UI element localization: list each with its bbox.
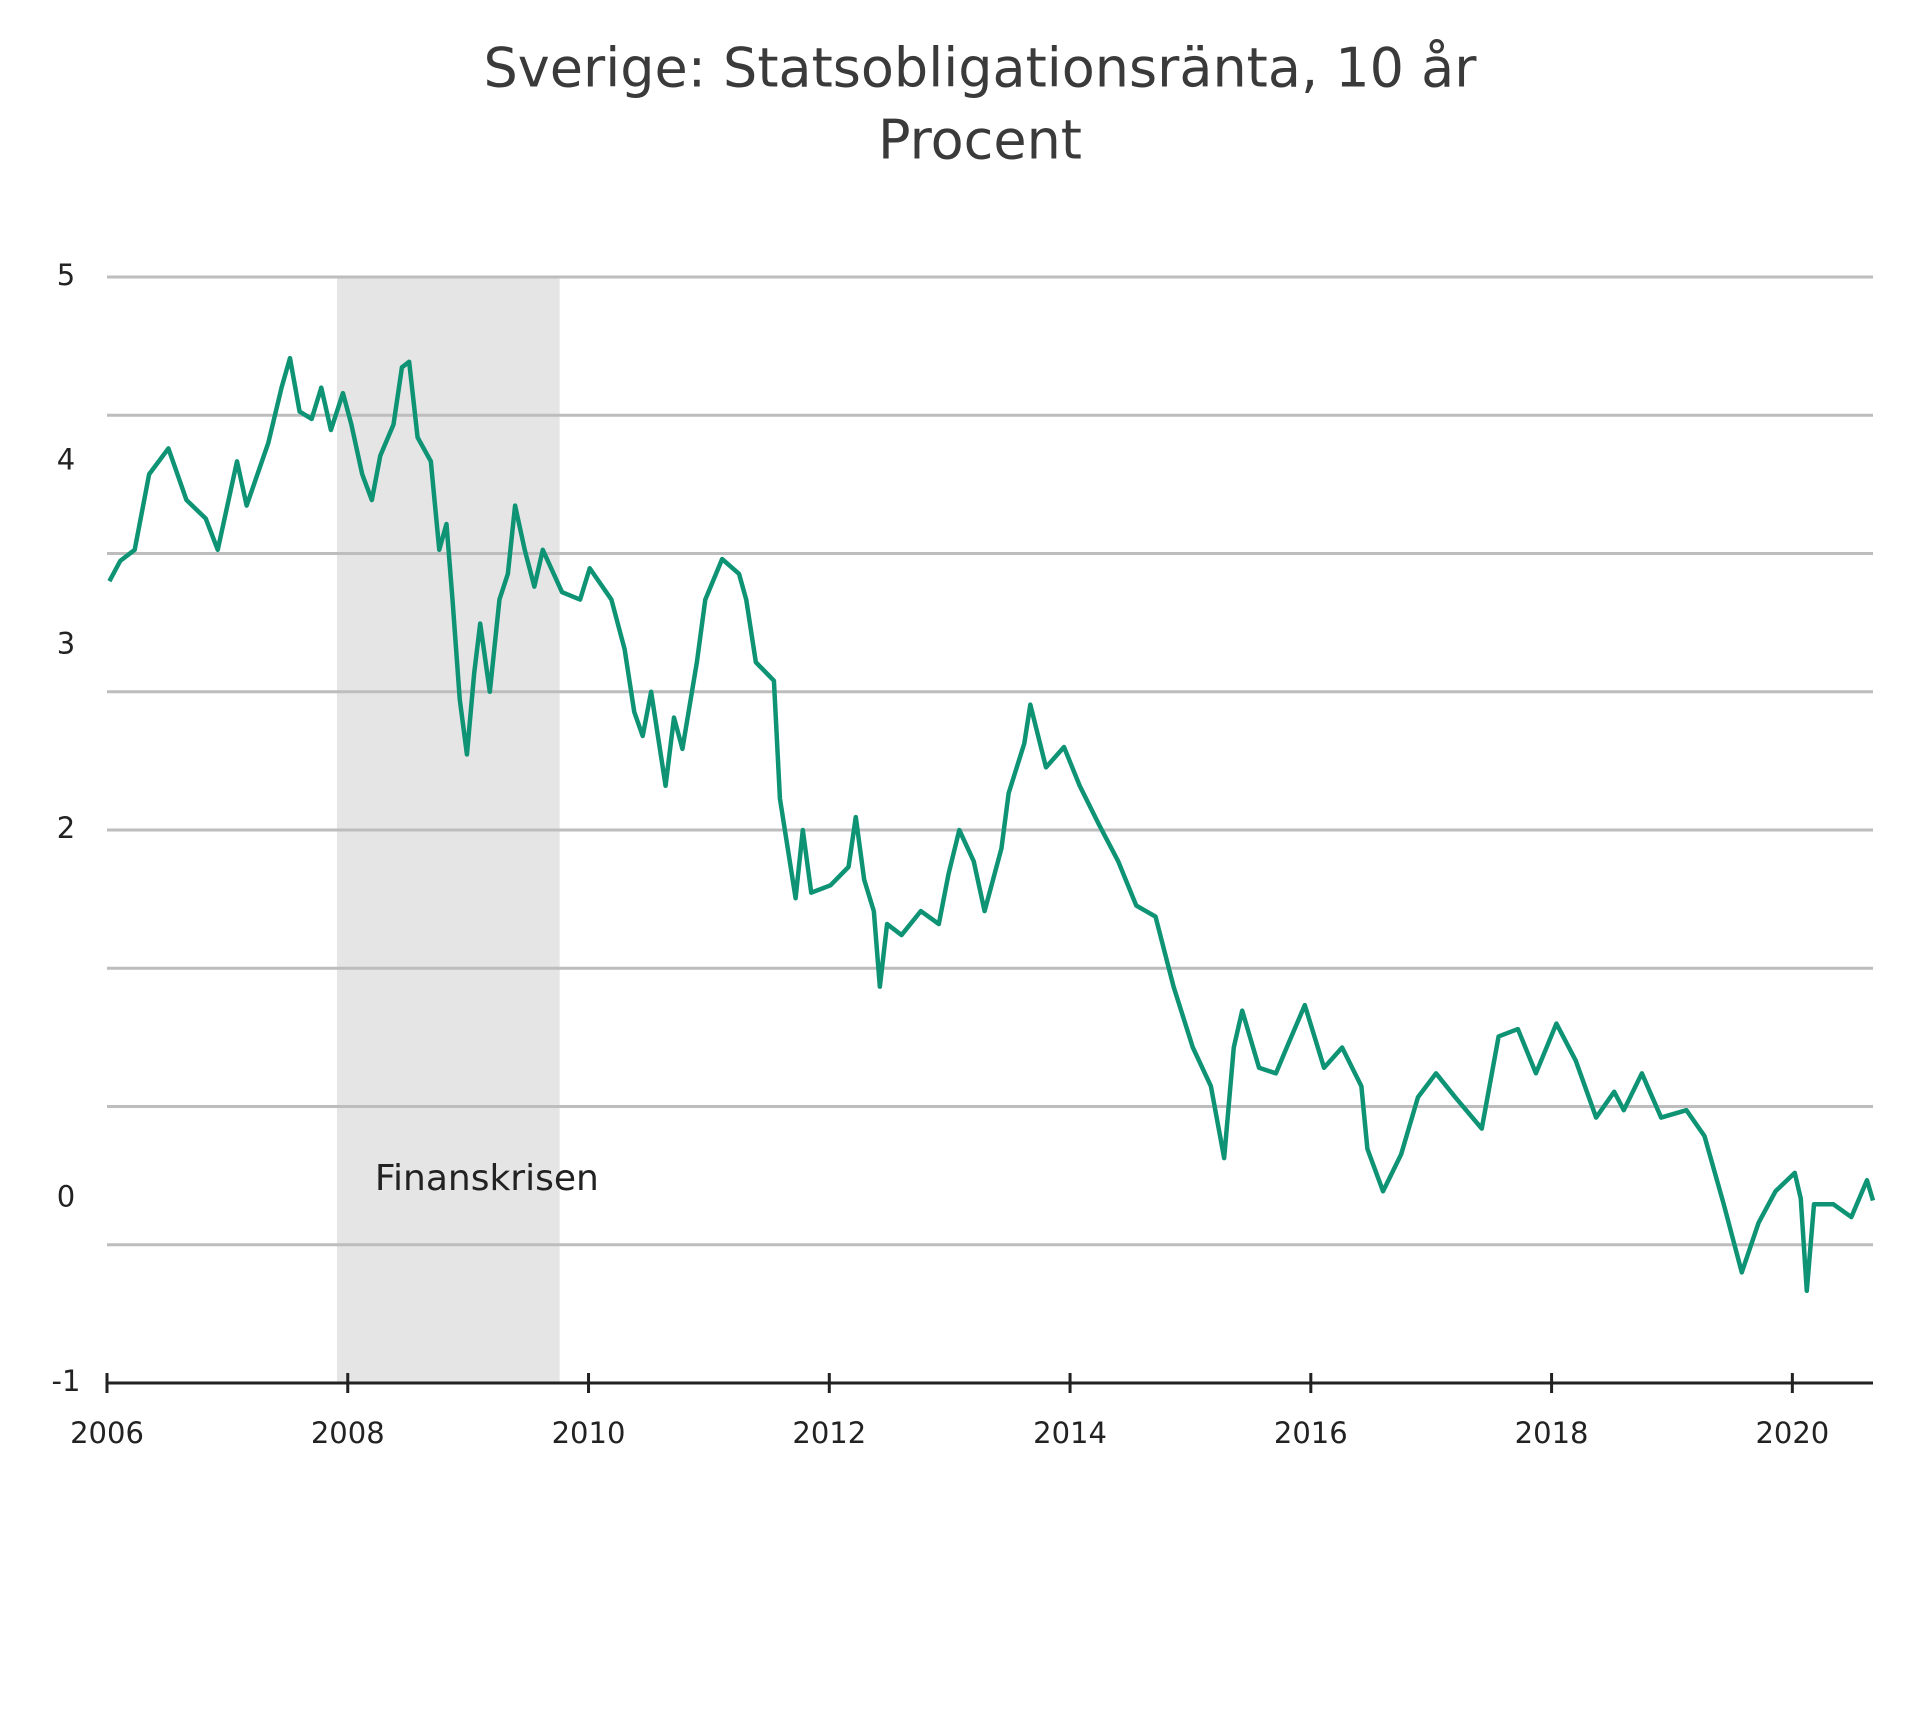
x-tick-label: 2010	[552, 1416, 626, 1450]
x-tick-label: 2018	[1515, 1416, 1589, 1450]
y-tick-label: 0	[57, 1180, 75, 1214]
annotation: Finanskrisen	[375, 1158, 599, 1199]
y-tick-label: 3	[57, 627, 75, 661]
x-tick-label: 2016	[1274, 1416, 1348, 1450]
x-tick-label: 2014	[1033, 1416, 1107, 1450]
y-tick-label: 2	[57, 811, 75, 845]
series-line	[107, 355, 1876, 1294]
y-tick-label: 5	[57, 258, 75, 292]
y-tick-label: 4	[57, 442, 75, 476]
x-tick-label: 2012	[792, 1416, 866, 1450]
chart-title: Sverige: Statsobligationsränta, 10 år	[484, 37, 1478, 100]
x-tick-label: 2006	[70, 1416, 144, 1450]
x-tick-label: 2020	[1755, 1416, 1829, 1450]
y-tick-label: -1	[52, 1364, 81, 1398]
x-tick-label: 2008	[311, 1416, 385, 1450]
chart-subtitle: Procent	[878, 109, 1082, 172]
